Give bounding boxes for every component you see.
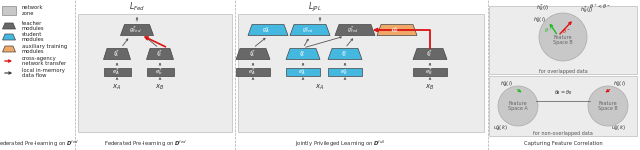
Text: $f_B^s$: $f_B^s$	[341, 49, 347, 59]
Text: $x_A$: $x_A$	[316, 82, 324, 92]
Circle shape	[588, 86, 628, 126]
Text: $\theta^+$: $\theta^+$	[544, 27, 552, 35]
Text: $f_A^T$: $f_A^T$	[248, 49, 255, 59]
Text: $h_B^s(i)$: $h_B^s(i)$	[533, 15, 547, 25]
Text: $h_B^T(j)$: $h_B^T(j)$	[580, 5, 594, 15]
Text: local in-memory
data flow: local in-memory data flow	[22, 68, 65, 78]
Text: $u_B^s(k)$: $u_B^s(k)$	[611, 123, 625, 133]
Bar	[2, 6, 16, 15]
Text: $L_{JPL}$: $L_{JPL}$	[308, 0, 322, 13]
Circle shape	[498, 86, 538, 126]
Bar	[489, 6, 637, 74]
Bar	[328, 68, 362, 76]
Text: teacher
modules: teacher modules	[22, 21, 45, 31]
Text: $h_A^s(i)$: $h_A^s(i)$	[500, 79, 513, 89]
Bar	[413, 68, 447, 76]
Polygon shape	[286, 48, 320, 60]
Polygon shape	[290, 24, 330, 36]
Polygon shape	[248, 24, 288, 36]
Text: for non-overlapped data: for non-overlapped data	[533, 130, 593, 135]
Text: auxiliary training
modules: auxiliary training modules	[22, 44, 67, 54]
Polygon shape	[335, 24, 375, 36]
Text: for overlapped data: for overlapped data	[539, 69, 588, 74]
Polygon shape	[104, 48, 131, 60]
Bar	[147, 68, 173, 76]
Circle shape	[539, 13, 587, 61]
Text: Feature
Space B: Feature Space B	[598, 101, 618, 111]
Polygon shape	[377, 24, 417, 36]
Text: Federated Pre-learning on $\boldsymbol{D}^{fed}$: Federated Pre-learning on $\boldsymbol{D…	[104, 139, 186, 149]
Text: $f_B^T$: $f_B^T$	[426, 49, 433, 59]
Bar	[489, 76, 637, 136]
Text: Feature
Space A: Feature Space A	[508, 101, 528, 111]
Polygon shape	[236, 48, 270, 60]
Text: $f_A^T$: $f_A^T$	[113, 49, 120, 59]
Text: $e_A^T$: $e_A^T$	[248, 67, 256, 77]
Text: $x_A$: $x_A$	[113, 82, 122, 92]
Bar	[238, 14, 484, 132]
Text: $g_A^s$: $g_A^s$	[262, 25, 270, 35]
Text: $e_B^T$: $e_B^T$	[425, 67, 433, 77]
Text: $L_{Fed}$: $L_{Fed}$	[129, 1, 145, 13]
Text: Capturing Feature Correlation: Capturing Feature Correlation	[524, 141, 602, 147]
Polygon shape	[3, 46, 15, 52]
Text: $f_A^s$: $f_A^s$	[299, 49, 305, 59]
Text: $\theta^+ < \theta^-$: $\theta^+ < \theta^-$	[589, 3, 611, 11]
Polygon shape	[413, 48, 447, 60]
Text: $e_A^T$: $e_A^T$	[112, 67, 120, 77]
Text: Federated Pre-learning on $\boldsymbol{D}^{fed}$: Federated Pre-learning on $\boldsymbol{D…	[0, 139, 78, 149]
Text: $h_B^T(i)$: $h_B^T(i)$	[536, 3, 550, 13]
Text: student
modules: student modules	[22, 32, 45, 42]
Bar	[78, 14, 232, 132]
Text: $h_B^s(i)$: $h_B^s(i)$	[613, 79, 627, 89]
Text: $\theta^-$: $\theta^-$	[562, 27, 570, 35]
Polygon shape	[3, 34, 15, 40]
Text: $e_b^T$: $e_b^T$	[155, 67, 163, 77]
Polygon shape	[120, 24, 154, 36]
Text: $e_B^s$: $e_B^s$	[340, 67, 348, 77]
Polygon shape	[3, 23, 15, 29]
Bar	[286, 68, 320, 76]
Text: $g_B^s$: $g_B^s$	[391, 25, 399, 35]
Text: $g_{Fed}^T$: $g_{Fed}^T$	[348, 25, 358, 35]
Text: Feature
Space B: Feature Space B	[553, 35, 573, 45]
Text: Jointly Privileged Learning on $\boldsymbol{D}^{full}$: Jointly Privileged Learning on $\boldsym…	[294, 139, 385, 149]
Text: $x_B$: $x_B$	[156, 82, 164, 92]
Bar	[104, 68, 131, 76]
Text: $f_B^T$: $f_B^T$	[156, 49, 163, 59]
Text: $e_A^s$: $e_A^s$	[298, 67, 306, 77]
Text: $x_B$: $x_B$	[426, 82, 435, 92]
Text: network
zone: network zone	[22, 5, 44, 16]
Polygon shape	[147, 48, 173, 60]
Bar	[236, 68, 270, 76]
Text: $\theta_A=\theta_B$: $\theta_A=\theta_B$	[554, 88, 572, 98]
Text: cross-agency
network transfer: cross-agency network transfer	[22, 56, 67, 66]
Text: $u_A^s(k)$: $u_A^s(k)$	[493, 123, 508, 133]
Text: $g_{Fed}^s$: $g_{Fed}^s$	[302, 25, 314, 35]
Text: $g_{Fed}^T$: $g_{Fed}^T$	[129, 25, 141, 35]
Polygon shape	[328, 48, 362, 60]
